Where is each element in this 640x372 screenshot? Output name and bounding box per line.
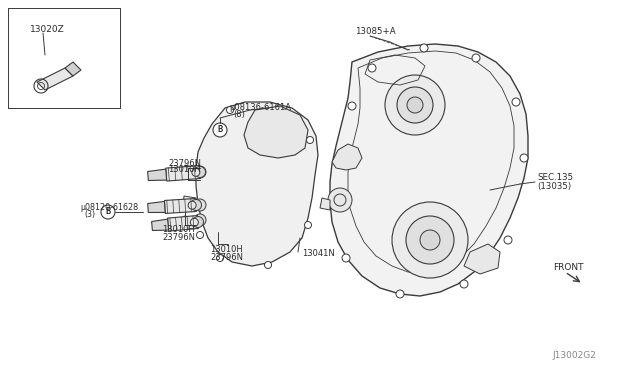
Text: 13010H: 13010H bbox=[210, 246, 243, 254]
Circle shape bbox=[368, 64, 376, 72]
Circle shape bbox=[328, 188, 352, 212]
Circle shape bbox=[227, 106, 234, 113]
Circle shape bbox=[307, 137, 314, 144]
Circle shape bbox=[194, 199, 206, 211]
Polygon shape bbox=[164, 199, 196, 214]
Text: FRONT: FRONT bbox=[553, 263, 584, 273]
Polygon shape bbox=[332, 144, 362, 170]
Polygon shape bbox=[37, 68, 73, 90]
Text: B: B bbox=[218, 125, 223, 135]
Text: (3): (3) bbox=[84, 209, 95, 218]
Circle shape bbox=[392, 202, 468, 278]
Text: 13020Z: 13020Z bbox=[30, 26, 65, 35]
Text: 13041N: 13041N bbox=[302, 250, 335, 259]
Polygon shape bbox=[244, 106, 308, 158]
Circle shape bbox=[385, 75, 445, 135]
Circle shape bbox=[504, 236, 512, 244]
Circle shape bbox=[512, 98, 520, 106]
Circle shape bbox=[397, 87, 433, 123]
Text: µ08120-61628: µ08120-61628 bbox=[80, 202, 138, 212]
Text: (13035): (13035) bbox=[537, 182, 571, 190]
Polygon shape bbox=[196, 102, 318, 266]
Text: J13002G2: J13002G2 bbox=[552, 352, 596, 360]
Text: µ08136-6161A: µ08136-6161A bbox=[229, 103, 291, 112]
Polygon shape bbox=[168, 215, 198, 231]
Text: 23796N: 23796N bbox=[168, 158, 201, 167]
Text: 13010H: 13010H bbox=[168, 166, 201, 174]
Circle shape bbox=[472, 54, 480, 62]
Circle shape bbox=[420, 230, 440, 250]
Circle shape bbox=[190, 218, 198, 226]
Polygon shape bbox=[152, 219, 168, 231]
Text: B: B bbox=[106, 208, 111, 217]
Circle shape bbox=[407, 97, 423, 113]
Circle shape bbox=[520, 154, 528, 162]
Circle shape bbox=[216, 254, 223, 262]
Polygon shape bbox=[330, 44, 528, 296]
Polygon shape bbox=[148, 202, 165, 212]
Polygon shape bbox=[166, 166, 200, 181]
Circle shape bbox=[191, 199, 202, 211]
Circle shape bbox=[101, 205, 115, 219]
Circle shape bbox=[213, 123, 227, 137]
Circle shape bbox=[188, 201, 196, 209]
Polygon shape bbox=[183, 216, 196, 228]
Polygon shape bbox=[65, 62, 81, 76]
Circle shape bbox=[420, 44, 428, 52]
Text: B: B bbox=[106, 208, 111, 217]
Circle shape bbox=[406, 216, 454, 264]
Polygon shape bbox=[148, 169, 166, 180]
Text: SEC.135: SEC.135 bbox=[537, 173, 573, 183]
Circle shape bbox=[305, 221, 312, 228]
Circle shape bbox=[264, 262, 271, 269]
Circle shape bbox=[194, 166, 206, 178]
Circle shape bbox=[396, 290, 404, 298]
Circle shape bbox=[192, 168, 200, 176]
Polygon shape bbox=[183, 165, 196, 178]
Polygon shape bbox=[320, 198, 330, 210]
Text: 23796N: 23796N bbox=[162, 234, 195, 243]
Circle shape bbox=[348, 102, 356, 110]
Circle shape bbox=[196, 231, 204, 238]
Text: 13010H: 13010H bbox=[162, 225, 195, 234]
Circle shape bbox=[193, 217, 204, 228]
Circle shape bbox=[342, 254, 350, 262]
Circle shape bbox=[195, 167, 205, 177]
Text: B: B bbox=[218, 125, 223, 135]
Text: (8): (8) bbox=[233, 109, 245, 119]
Circle shape bbox=[194, 214, 206, 226]
Polygon shape bbox=[183, 196, 196, 208]
Text: 13085+A: 13085+A bbox=[355, 28, 396, 36]
Polygon shape bbox=[464, 244, 500, 274]
Text: 23796N: 23796N bbox=[210, 253, 243, 263]
Circle shape bbox=[460, 280, 468, 288]
